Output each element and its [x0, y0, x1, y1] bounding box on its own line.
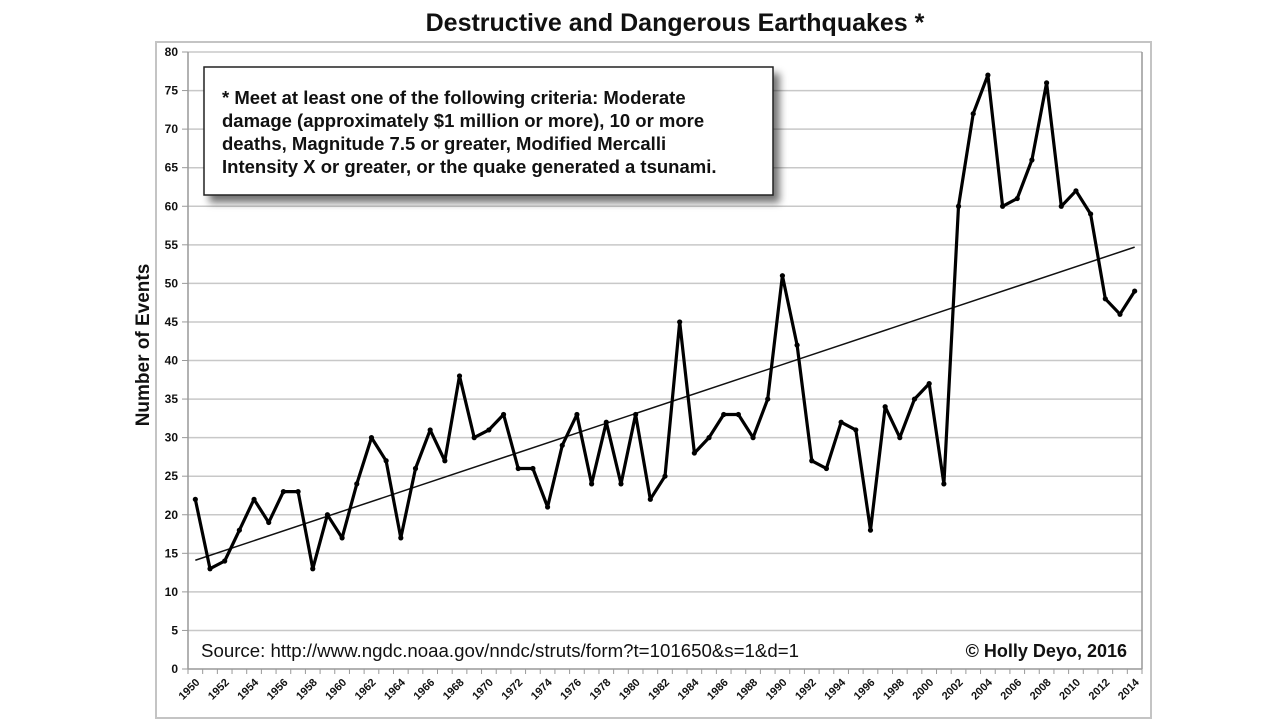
- data-point: [999, 203, 1006, 209]
- data-points: [192, 72, 1138, 572]
- annotation-line: Intensity X or greater, or the quake gen…: [222, 156, 717, 177]
- data-point: [280, 489, 286, 495]
- y-tick-label: 25: [165, 469, 179, 483]
- data-point: [236, 527, 242, 533]
- data-point: [691, 450, 697, 456]
- y-axis-ticks: 0 5 10 15 20 25 30 35 40 45 50 55 60 65 70 75 80: [165, 45, 188, 676]
- data-point: [456, 373, 463, 379]
- y-tick-label: 45: [165, 315, 179, 329]
- data-point: [882, 404, 888, 410]
- data-point: [823, 465, 830, 472]
- data-point: [1117, 311, 1123, 317]
- data-point: [574, 411, 580, 418]
- data-point: [706, 435, 712, 441]
- data-point: [266, 519, 272, 526]
- data-point: [589, 481, 595, 487]
- trendline: [195, 246, 1135, 561]
- data-point: [559, 442, 565, 448]
- chart-title: Destructive and Dangerous Earthquakes *: [426, 9, 925, 37]
- data-point: [310, 566, 316, 572]
- y-tick-label: 60: [165, 199, 179, 213]
- y-tick-label: 65: [165, 161, 179, 175]
- data-point: [207, 566, 213, 572]
- data-point: [222, 558, 228, 564]
- data-point: [500, 411, 507, 418]
- data-point: [911, 396, 918, 402]
- data-point: [486, 427, 492, 433]
- y-tick-label: 55: [165, 238, 179, 252]
- data-point: [1014, 195, 1020, 202]
- data-point: [647, 496, 653, 502]
- data-point: [750, 435, 756, 441]
- data-point: [721, 411, 727, 418]
- data-point: [515, 465, 521, 472]
- y-tick-label: 70: [165, 122, 179, 136]
- y-tick-label: 35: [165, 392, 179, 406]
- y-axis-label: Number of Events: [133, 264, 154, 427]
- data-point: [398, 535, 404, 541]
- data-point: [1102, 296, 1108, 302]
- data-point: [926, 381, 932, 387]
- y-tick-label: 50: [165, 276, 179, 290]
- data-point: [544, 504, 551, 510]
- data-point: [853, 427, 859, 433]
- data-point: [368, 435, 375, 441]
- y-tick-label: 80: [165, 45, 179, 59]
- y-tick-label: 0: [171, 662, 178, 676]
- data-point: [339, 535, 345, 541]
- data-point: [677, 319, 683, 325]
- criteria-annotation: * Meet at least one of the following cri…: [203, 66, 774, 196]
- data-point: [809, 458, 815, 464]
- annotation-line: deaths, Magnitude 7.5 or greater, Modifi…: [222, 133, 666, 154]
- data-point: [1132, 288, 1138, 294]
- y-tick-label: 20: [165, 508, 179, 522]
- data-point: [897, 435, 903, 441]
- copyright-text: © Holly Deyo, 2016: [966, 641, 1127, 661]
- data-point: [251, 496, 257, 502]
- y-tick-label: 40: [165, 354, 179, 368]
- data-point: [662, 473, 668, 479]
- data-point: [354, 481, 360, 487]
- data-point: [838, 419, 844, 425]
- data-point: [1088, 211, 1094, 217]
- data-point: [970, 111, 976, 117]
- data-point: [603, 419, 609, 425]
- data-point: [1058, 203, 1064, 209]
- data-point: [941, 481, 947, 487]
- data-point: [618, 481, 624, 487]
- data-point: [794, 342, 800, 348]
- data-point: [765, 396, 771, 402]
- data-point: [1029, 157, 1035, 163]
- source-text: Source: http://www.ngdc.noaa.gov/nndc/st…: [201, 641, 799, 661]
- data-point: [471, 435, 477, 441]
- annotation-box: [203, 66, 774, 196]
- data-point: [867, 527, 874, 533]
- annotation-line: damage (approximately $1 million or more…: [222, 110, 704, 131]
- data-point: [383, 458, 389, 464]
- data-point: [324, 512, 331, 518]
- y-tick-label: 15: [165, 546, 179, 560]
- y-tick-label: 30: [165, 431, 179, 445]
- data-point: [1073, 188, 1079, 194]
- data-point: [192, 496, 198, 502]
- data-point: [412, 465, 419, 472]
- data-point: [955, 203, 962, 209]
- annotation-line: * Meet at least one of the following cri…: [222, 87, 686, 108]
- data-point: [1044, 80, 1050, 86]
- data-point: [985, 72, 991, 78]
- data-point: [633, 411, 639, 418]
- data-point: [295, 489, 301, 495]
- data-point: [779, 273, 786, 279]
- data-point: [735, 411, 741, 418]
- y-tick-label: 5: [171, 623, 178, 637]
- data-point: [427, 427, 433, 433]
- y-tick-label: 10: [165, 585, 179, 599]
- data-point: [442, 458, 448, 464]
- y-tick-label: 75: [165, 84, 179, 98]
- data-point: [530, 465, 536, 472]
